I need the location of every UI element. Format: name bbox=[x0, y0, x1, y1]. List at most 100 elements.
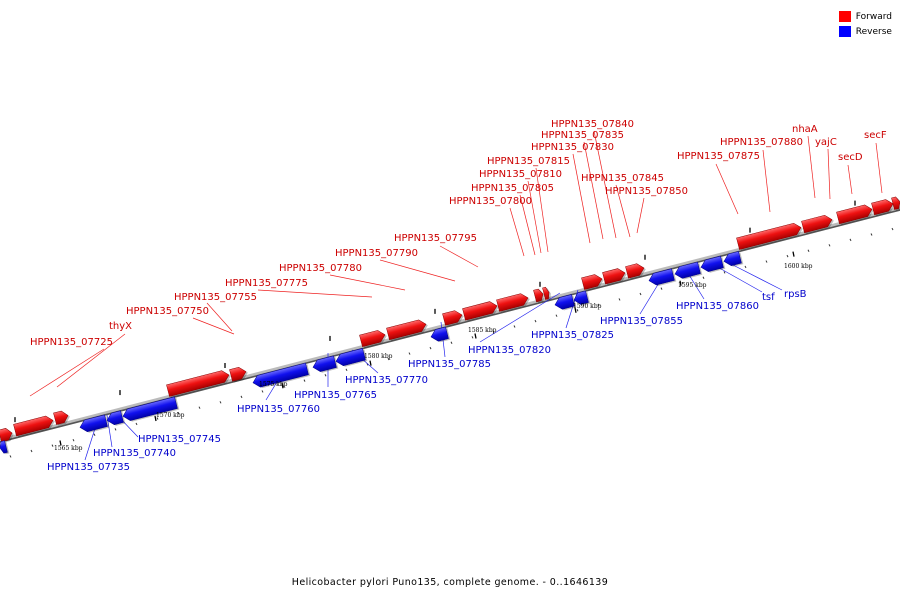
reverse-gene-arrow[interactable] bbox=[122, 396, 180, 423]
reverse-gene-arrow[interactable] bbox=[252, 362, 311, 390]
reverse-gene-arrow[interactable] bbox=[573, 290, 591, 307]
minor-tick bbox=[807, 249, 810, 252]
reverse-gene-arrow[interactable] bbox=[430, 326, 451, 345]
reverse-gene-arrow[interactable] bbox=[674, 261, 703, 282]
forward-gene-labels: thyX HPPN135_07725 HPPN135_07750 HPPN135… bbox=[30, 119, 887, 348]
gene-label[interactable]: HPPN135_07805 bbox=[471, 183, 554, 194]
forward-gene-arrow[interactable] bbox=[625, 262, 648, 280]
gene-label[interactable]: HPPN135_07855 bbox=[600, 316, 683, 327]
minor-tick bbox=[408, 352, 411, 355]
gene-label[interactable]: HPPN135_07795 bbox=[394, 233, 477, 244]
major-tick bbox=[369, 360, 372, 366]
forward-leader-line bbox=[379, 259, 456, 282]
forward-gene-arrow[interactable] bbox=[13, 414, 57, 438]
gene-label[interactable]: HPPN135_07875 bbox=[677, 151, 760, 162]
forward-gene-arrow[interactable] bbox=[53, 409, 72, 426]
forward-gene-arrow[interactable] bbox=[801, 213, 836, 234]
forward-gene-arrow[interactable] bbox=[581, 273, 606, 291]
forward-leader-line bbox=[583, 141, 604, 240]
gene-label[interactable]: HPPN135_07820 bbox=[468, 345, 551, 356]
reverse-gene-arrow[interactable] bbox=[335, 348, 368, 369]
gene-label[interactable]: HPPN135_07770 bbox=[345, 375, 428, 386]
gene-label[interactable]: HPPN135_07840 bbox=[551, 119, 634, 130]
forward-leader-line bbox=[519, 194, 536, 256]
scale-ticks bbox=[9, 200, 894, 458]
minor-tick bbox=[450, 341, 453, 344]
gene-label[interactable]: HPPN135_07800 bbox=[449, 196, 532, 207]
gene-label[interactable]: HPPN135_07755 bbox=[174, 292, 257, 303]
reverse-gene-arrow[interactable] bbox=[723, 251, 744, 269]
forward-gene-arrow[interactable] bbox=[836, 203, 876, 225]
gene-label[interactable]: thyX bbox=[109, 321, 132, 332]
minor-tick bbox=[576, 309, 579, 312]
scale-label: 1570 kbp bbox=[156, 412, 185, 419]
reverse-gene-arrow[interactable] bbox=[312, 355, 339, 374]
gene-label[interactable]: HPPN135_07830 bbox=[531, 142, 614, 153]
minor-tick bbox=[429, 346, 432, 350]
reverse-gene-arrow[interactable] bbox=[648, 268, 677, 288]
minor-tick bbox=[723, 271, 726, 274]
gene-label[interactable]: HPPN135_07735 bbox=[47, 462, 130, 473]
gene-label[interactable]: tsf bbox=[762, 292, 775, 303]
forward-leader-line bbox=[615, 184, 631, 238]
reverse-gene-arrow[interactable] bbox=[554, 294, 577, 312]
forward-gene-arrow[interactable] bbox=[496, 292, 532, 313]
major-tick bbox=[59, 440, 62, 446]
reverse-gene-arrow[interactable] bbox=[0, 440, 10, 455]
gene-label[interactable]: HPPN135_07745 bbox=[138, 434, 221, 445]
forward-gene-arrow[interactable] bbox=[386, 318, 430, 341]
gene-label[interactable]: HPPN135_07835 bbox=[541, 130, 624, 141]
gene-label[interactable]: HPPN135_07750 bbox=[126, 306, 209, 317]
minor-tick bbox=[891, 227, 894, 231]
gene-label[interactable]: HPPN135_07765 bbox=[294, 390, 377, 401]
gene-label[interactable]: HPPN135_07775 bbox=[225, 278, 308, 289]
gene-label[interactable]: HPPN135_07785 bbox=[408, 359, 491, 370]
reverse-gene-arrow[interactable] bbox=[106, 410, 126, 427]
gene-label[interactable]: HPPN135_07790 bbox=[335, 248, 418, 259]
forward-gene-arrow[interactable] bbox=[602, 267, 629, 286]
forward-gene-arrow[interactable] bbox=[462, 300, 501, 322]
minor-tick bbox=[681, 281, 684, 285]
minor-tick bbox=[345, 368, 348, 372]
gene-label[interactable]: rpsB bbox=[784, 289, 807, 300]
gene-label[interactable]: HPPN135_07880 bbox=[720, 137, 803, 148]
forward-gene-arrow[interactable] bbox=[166, 369, 233, 398]
legend-reverse: Reverse bbox=[838, 24, 892, 39]
gene-label[interactable]: HPPN135_07815 bbox=[487, 156, 570, 167]
minor-tick bbox=[30, 449, 33, 453]
minor-tick bbox=[135, 422, 138, 426]
gene-label[interactable]: HPPN135_07780 bbox=[279, 263, 362, 274]
minor-tick bbox=[261, 390, 264, 393]
forward-gene-arrow[interactable] bbox=[0, 427, 15, 444]
gene-label[interactable]: nhaA bbox=[792, 124, 818, 135]
gene-label[interactable]: HPPN135_07760 bbox=[237, 404, 320, 415]
forward-gene-arrow[interactable] bbox=[736, 221, 805, 251]
gene-label[interactable]: HPPN135_07810 bbox=[479, 169, 562, 180]
forward-leader-line bbox=[807, 135, 816, 199]
minor-tick bbox=[786, 254, 789, 258]
minor-tick bbox=[114, 428, 117, 431]
minor-tick bbox=[555, 314, 558, 317]
minor-tick bbox=[324, 373, 327, 377]
minor-tick bbox=[828, 244, 831, 247]
reverse-gene-arrow[interactable] bbox=[700, 255, 726, 275]
gene-label[interactable]: HPPN135_07825 bbox=[531, 330, 614, 341]
forward-gene-arrow[interactable] bbox=[359, 329, 389, 349]
gene-label[interactable]: yajC bbox=[815, 137, 837, 148]
gene-label[interactable]: HPPN135_07725 bbox=[30, 337, 113, 348]
forward-gene-arrow[interactable] bbox=[229, 365, 250, 383]
gene-label[interactable]: HPPN135_07860 bbox=[676, 301, 759, 312]
reverse-gene-arrow[interactable] bbox=[79, 414, 110, 434]
forward-gene-arrow[interactable] bbox=[533, 288, 547, 304]
gene-label[interactable]: HPPN135_07850 bbox=[605, 186, 688, 197]
gene-label[interactable]: secD bbox=[838, 152, 863, 163]
gene-label[interactable]: secF bbox=[864, 130, 887, 141]
minor-tick bbox=[156, 417, 159, 420]
forward-gene-arrow[interactable] bbox=[542, 286, 553, 301]
minor-tick bbox=[618, 298, 621, 301]
minor-tick bbox=[177, 411, 180, 415]
forward-gene-arrow[interactable] bbox=[871, 198, 897, 217]
gene-label[interactable]: HPPN135_07740 bbox=[93, 448, 176, 459]
gene-label[interactable]: HPPN135_07845 bbox=[581, 173, 664, 184]
forward-gene-arrow[interactable] bbox=[442, 309, 466, 327]
